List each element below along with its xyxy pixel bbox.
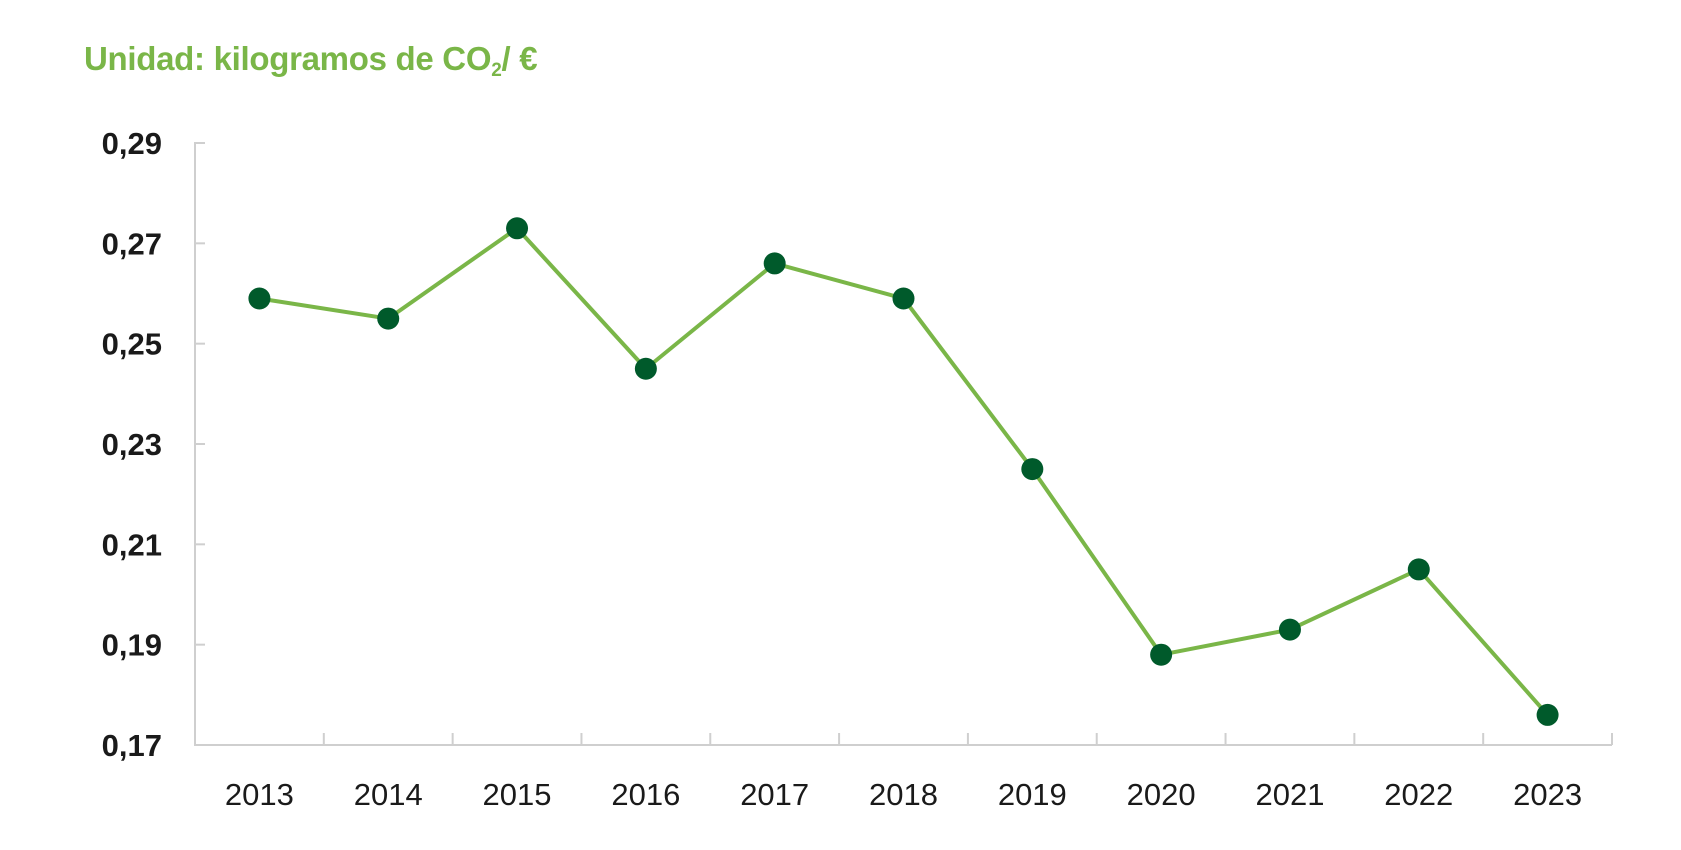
y-tick-label: 0,27 — [102, 226, 162, 261]
x-tick-label: 2013 — [225, 777, 294, 812]
chart-title-subscript: 2 — [491, 60, 502, 81]
x-tick-label: 2016 — [611, 777, 680, 812]
y-tick-label: 0,17 — [102, 728, 162, 763]
x-axis-ticks: 2013 2014 2015 2016 2017 2018 2019 2020 2021 2022… — [194, 733, 1613, 812]
chart-series — [248, 217, 1559, 726]
chart-axes — [194, 143, 1612, 746]
y-tick-label: 0,23 — [102, 427, 162, 462]
x-tick-label: 2014 — [354, 777, 423, 812]
x-tick-label: 2020 — [1127, 777, 1196, 812]
chart-title-suffix: / € — [501, 40, 538, 77]
data-point — [377, 307, 400, 330]
data-point — [1278, 618, 1301, 641]
x-tick-label: 2015 — [483, 777, 552, 812]
data-point — [1150, 643, 1173, 666]
data-point — [1021, 458, 1044, 481]
x-tick-label: 2017 — [740, 777, 809, 812]
data-point — [1407, 558, 1430, 581]
data-point — [1536, 703, 1559, 726]
chart-title: Unidad: kilogramos de CO2/ € — [84, 40, 538, 82]
data-point — [248, 287, 271, 310]
x-tick-label: 2018 — [869, 777, 938, 812]
y-tick-label: 0,25 — [102, 327, 162, 362]
chart-title-prefix: Unidad: kilogramos de CO — [84, 40, 492, 77]
x-tick-label: 2022 — [1384, 777, 1453, 812]
x-tick-label: 2021 — [1255, 777, 1324, 812]
y-tick-label: 0,19 — [102, 628, 162, 663]
data-point — [506, 217, 529, 240]
data-point — [892, 287, 915, 310]
x-tick-label: 2019 — [998, 777, 1067, 812]
y-axis-ticks: 0,17 0,19 0,21 0,23 0,25 0,27 0,29 — [102, 126, 205, 763]
y-tick-label: 0,21 — [102, 527, 162, 562]
y-tick-label: 0,29 — [102, 126, 162, 161]
data-point — [763, 252, 786, 275]
x-tick-label: 2023 — [1513, 777, 1582, 812]
data-point — [634, 357, 657, 380]
